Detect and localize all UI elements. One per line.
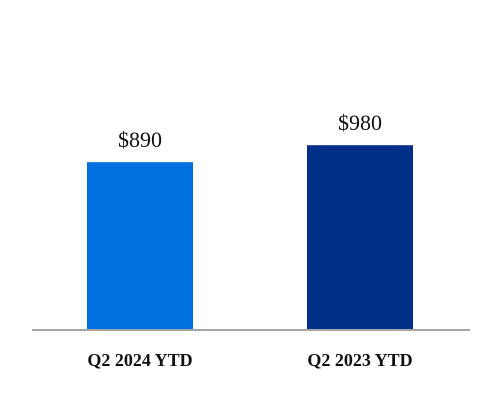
category-label-2: Q2 2023 YTD <box>307 350 412 370</box>
value-label-1: $890 <box>118 127 162 152</box>
bar-2 <box>307 145 413 330</box>
value-labels-group: $890 $980 <box>118 110 382 152</box>
bar-1 <box>87 162 193 330</box>
category-labels-group: Q2 2024 YTD Q2 2023 YTD <box>87 350 412 370</box>
value-label-2: $980 <box>338 110 382 135</box>
bars-group <box>87 145 413 330</box>
category-label-1: Q2 2024 YTD <box>87 350 192 370</box>
